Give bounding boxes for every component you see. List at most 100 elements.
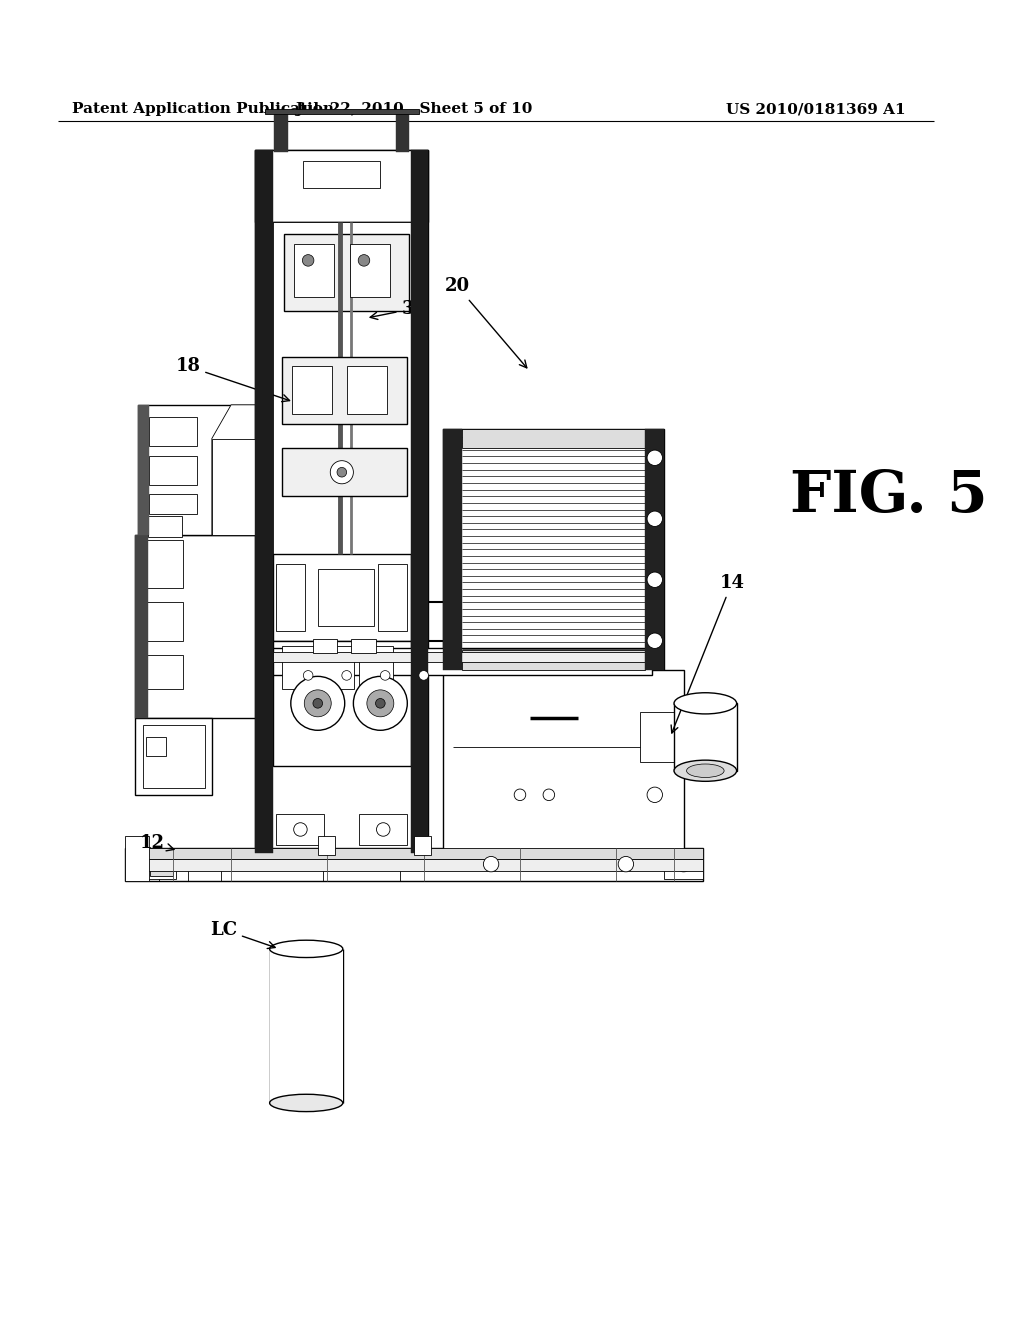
Bar [292, 367, 332, 414]
Bar [135, 718, 212, 795]
Bar [412, 149, 428, 853]
Bar [272, 222, 412, 554]
Ellipse shape [269, 940, 343, 957]
Circle shape [647, 787, 663, 803]
Bar [148, 516, 182, 537]
Bar [276, 814, 325, 845]
Circle shape [647, 572, 663, 587]
Bar [265, 110, 419, 114]
Circle shape [342, 671, 351, 680]
Bar [359, 645, 393, 689]
Bar [269, 949, 343, 1104]
Bar [443, 669, 684, 853]
Bar [125, 847, 702, 859]
Circle shape [543, 789, 555, 801]
Bar [135, 535, 255, 718]
Circle shape [313, 698, 323, 708]
Bar [351, 639, 376, 653]
Circle shape [419, 671, 428, 680]
Bar [144, 655, 183, 689]
Circle shape [353, 676, 408, 730]
Bar [272, 648, 652, 676]
Circle shape [647, 450, 663, 466]
Bar [462, 651, 645, 669]
Bar [150, 495, 198, 513]
Bar [359, 814, 408, 845]
Circle shape [294, 822, 307, 836]
Bar [255, 149, 428, 853]
Bar [130, 853, 698, 865]
Text: Jul. 22, 2010   Sheet 5 of 10: Jul. 22, 2010 Sheet 5 of 10 [295, 102, 532, 116]
Circle shape [676, 857, 691, 871]
Ellipse shape [674, 760, 736, 781]
Circle shape [380, 671, 390, 680]
Bar [137, 405, 150, 535]
Bar [146, 737, 166, 756]
Bar [135, 535, 148, 718]
Ellipse shape [269, 1094, 343, 1111]
Circle shape [647, 634, 663, 648]
Bar [665, 850, 702, 879]
Text: 14: 14 [671, 574, 744, 733]
Bar [317, 836, 335, 855]
Text: 20: 20 [444, 277, 526, 368]
Bar [462, 429, 645, 449]
Bar [294, 244, 334, 297]
Bar [272, 652, 652, 661]
Text: US 2010/0181369 A1: US 2010/0181369 A1 [726, 102, 905, 116]
Bar [137, 405, 255, 535]
Polygon shape [212, 405, 255, 535]
Bar [379, 564, 408, 631]
Bar [414, 836, 431, 855]
Text: Patent Application Publication: Patent Application Publication [73, 102, 334, 116]
Text: LC: LC [210, 920, 275, 949]
Circle shape [483, 857, 499, 871]
Bar [640, 711, 677, 762]
Bar [443, 429, 462, 669]
Circle shape [367, 690, 394, 717]
Circle shape [291, 676, 345, 730]
Bar [150, 455, 198, 484]
Bar [212, 438, 255, 535]
Bar [272, 640, 412, 766]
Circle shape [302, 255, 314, 267]
Text: 32: 32 [370, 300, 427, 319]
Bar [125, 859, 702, 871]
Bar [125, 836, 150, 882]
Bar [144, 602, 183, 640]
Bar [150, 417, 198, 446]
Bar [276, 564, 305, 631]
Bar [144, 540, 183, 587]
Circle shape [618, 857, 634, 871]
Bar [151, 854, 173, 875]
Bar [395, 111, 410, 152]
Circle shape [647, 511, 663, 527]
Bar [283, 449, 408, 496]
Bar [274, 111, 288, 152]
Bar [645, 429, 665, 669]
Bar [283, 645, 354, 689]
Bar [272, 554, 412, 640]
Text: 18: 18 [175, 358, 290, 401]
Bar [283, 356, 408, 424]
Ellipse shape [674, 693, 736, 714]
Bar [317, 569, 374, 626]
Circle shape [303, 671, 313, 680]
Bar [147, 850, 176, 879]
Bar [313, 639, 337, 653]
Circle shape [377, 822, 390, 836]
Circle shape [304, 690, 331, 717]
Circle shape [337, 467, 347, 477]
Bar [443, 429, 665, 669]
Bar [255, 149, 272, 853]
Bar [142, 726, 205, 788]
Bar [303, 161, 380, 189]
Circle shape [358, 255, 370, 267]
Bar [125, 847, 702, 882]
Bar [347, 367, 387, 414]
Text: 12: 12 [139, 834, 174, 851]
Bar [284, 235, 410, 312]
Ellipse shape [686, 764, 724, 777]
Bar [255, 149, 428, 222]
Bar [674, 704, 736, 771]
